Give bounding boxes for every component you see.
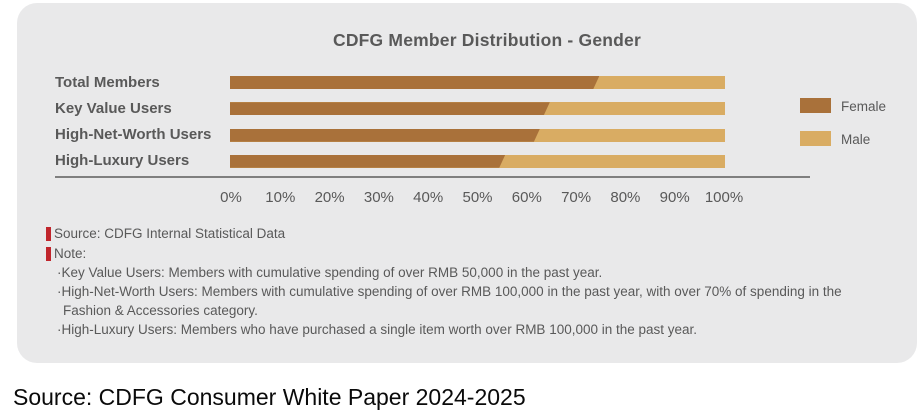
x-tick-label: 60% [511,189,542,206]
source-marker-bar [46,227,51,241]
x-tick-label: 50% [462,189,493,206]
legend-label: Female [841,99,887,114]
legend-item: Male [800,130,919,147]
legend-swatch [800,98,831,113]
x-tick-label: 70% [561,189,592,206]
female-segment [230,129,540,142]
category-label: High-Net-Worth Users [55,126,212,144]
note-item: ·High-Luxury Users: Members who have pur… [57,322,698,337]
caption: Source: CDFG Consumer White Paper 2024-2… [13,384,526,410]
source-text: Source: CDFG Internal Statistical Data [54,226,286,241]
x-tick-label: 100% [704,189,744,206]
chart-card: CDFG Member Distribution - Gender Total … [17,3,917,363]
x-tick-label: 90% [659,189,690,206]
note-item: ·Key Value Users: Members with cumulativ… [57,265,603,280]
note-marker-bar [46,247,51,261]
category-label: Key Value Users [55,99,172,117]
legend-swatch [800,130,831,146]
x-tick-label: 40% [413,189,444,206]
stacked-bar [230,102,725,116]
x-axis-line [55,176,810,178]
notes-list: ·Key Value Users: Members with cumulativ… [57,263,872,339]
female-segment [230,155,505,168]
category-label: High-Luxury Users [55,152,190,170]
stacked-bar [230,76,725,89]
x-axis-ticks: 0% 10% 20% 30% 40% 50% 60% 70% 80% 90% 100% [220,189,743,207]
stacked-bar [230,128,725,142]
category-label: Total Members [55,73,160,91]
stacked-bar [230,154,725,168]
x-tick-label: 10% [265,189,296,206]
note-item: ·High-Net-Worth Users: Members with cumu… [57,284,842,318]
chart-title: CDFG Member Distribution - Gender [332,30,641,50]
legend-label: Male [841,131,871,147]
female-segment [230,76,599,89]
x-tick-label: 80% [610,189,641,206]
legend-item: Female [800,98,919,114]
x-tick-label: 20% [314,189,345,206]
x-tick-label: 30% [363,189,394,206]
note-label: Note: [54,246,87,261]
x-tick-label: 0% [220,189,242,206]
female-segment [230,102,550,115]
